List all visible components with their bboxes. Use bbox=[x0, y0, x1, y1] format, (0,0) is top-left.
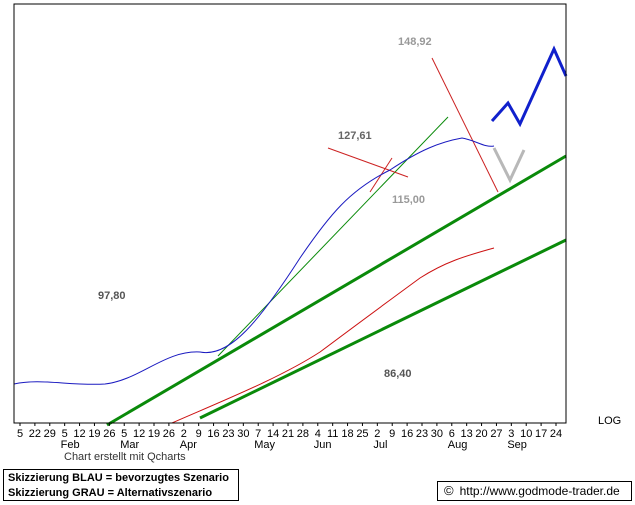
x-tick-label: 2 bbox=[374, 428, 380, 440]
x-tick-label: 3 bbox=[508, 428, 514, 440]
x-tick-label: 26 bbox=[163, 428, 175, 440]
x-tick-label: 11 bbox=[327, 428, 338, 440]
downtrend-line bbox=[431, 57, 499, 193]
x-tick-label: 4 bbox=[315, 428, 321, 440]
level-label: 97,80 bbox=[98, 290, 126, 302]
level-label: 86,40 bbox=[384, 368, 412, 380]
x-tick-label: 24 bbox=[550, 428, 562, 440]
copyright-icon: © bbox=[444, 483, 454, 498]
x-tick-label: 13 bbox=[461, 428, 473, 440]
level-label: 127,61 bbox=[338, 130, 372, 142]
level-labels: 97,80 86,40 115,00 127,61 148,92 bbox=[98, 36, 432, 380]
legend-grey: Skizzierung GRAU = Alternativszenario bbox=[8, 487, 213, 499]
scenario-sketches bbox=[490, 45, 568, 184]
x-tick-label: 21 bbox=[282, 428, 294, 440]
x-tick-label: 9 bbox=[389, 428, 395, 440]
x-tick-label: 23 bbox=[416, 428, 428, 440]
axes: 160.0000150.0000140.0000130.0000120.0000… bbox=[13, 3, 621, 451]
x-tick-label: 19 bbox=[148, 428, 160, 440]
x-tick-label: 7 bbox=[255, 428, 261, 440]
x-tick-label: 5 bbox=[62, 428, 68, 440]
level-label: 115,00 bbox=[392, 194, 425, 206]
x-tick-label: 19 bbox=[88, 428, 100, 440]
alternative-scenario-path bbox=[492, 147, 526, 184]
x-month-label: Jun bbox=[314, 439, 332, 451]
x-tick-label: 9 bbox=[196, 428, 202, 440]
x-month-label: Aug bbox=[448, 439, 468, 451]
x-month-label: Feb bbox=[61, 439, 80, 451]
triangle-top-line bbox=[327, 147, 409, 178]
source-link[interactable]: © http://www.godmode-trader.de bbox=[437, 481, 632, 501]
x-tick-label: 25 bbox=[356, 428, 368, 440]
trend-line-upper bbox=[106, 154, 567, 427]
x-tick-label: 30 bbox=[431, 428, 443, 440]
x-tick-label: 5 bbox=[121, 428, 127, 440]
x-tick-label: 12 bbox=[73, 428, 85, 440]
x-tick-label: 26 bbox=[103, 428, 115, 440]
legend-blue: Skizzierung BLAU = bevorzugtes Szenario bbox=[8, 472, 229, 484]
x-month-label: May bbox=[254, 439, 275, 451]
x-tick-label: 16 bbox=[207, 428, 219, 440]
x-tick-label: 27 bbox=[490, 428, 502, 440]
level-label: 148,92 bbox=[398, 36, 432, 48]
preferred-scenario-path bbox=[490, 45, 568, 128]
x-tick-label: 28 bbox=[297, 428, 309, 440]
moving-average-red bbox=[171, 247, 495, 424]
x-month-label: Sep bbox=[507, 439, 527, 451]
x-month-label: Apr bbox=[180, 439, 197, 451]
x-tick-label: 29 bbox=[44, 428, 56, 440]
chart-credit: Chart erstellt mit Qcharts bbox=[64, 451, 186, 463]
log-scale-label: LOG bbox=[598, 415, 621, 427]
x-tick-label: 22 bbox=[29, 428, 41, 440]
x-tick-label: 16 bbox=[401, 428, 413, 440]
x-tick-label: 6 bbox=[449, 428, 455, 440]
moving-average-blue bbox=[13, 137, 495, 385]
trend-lines bbox=[106, 57, 567, 427]
x-tick-label: 12 bbox=[133, 428, 145, 440]
trend-line-thin bbox=[217, 116, 449, 357]
x-tick-label: 5 bbox=[17, 428, 23, 440]
trend-line-lower bbox=[199, 238, 567, 420]
x-tick-label: 2 bbox=[181, 428, 187, 440]
x-month-label: Jul bbox=[373, 439, 387, 451]
moving-averages bbox=[13, 137, 495, 424]
x-tick-label: 20 bbox=[475, 428, 487, 440]
x-tick-label: 18 bbox=[341, 428, 353, 440]
scenario-legend: Skizzierung BLAU = bevorzugtes Szenario … bbox=[3, 469, 239, 501]
x-tick-label: 17 bbox=[535, 428, 547, 440]
source-url[interactable]: http://www.godmode-trader.de bbox=[459, 484, 620, 498]
x-tick-label: 23 bbox=[222, 428, 234, 440]
x-month-label: Mar bbox=[120, 439, 139, 451]
x-tick-label: 14 bbox=[267, 428, 279, 440]
x-tick-label: 30 bbox=[237, 428, 249, 440]
x-tick-label: 10 bbox=[520, 428, 532, 440]
plot-frame bbox=[13, 3, 567, 424]
